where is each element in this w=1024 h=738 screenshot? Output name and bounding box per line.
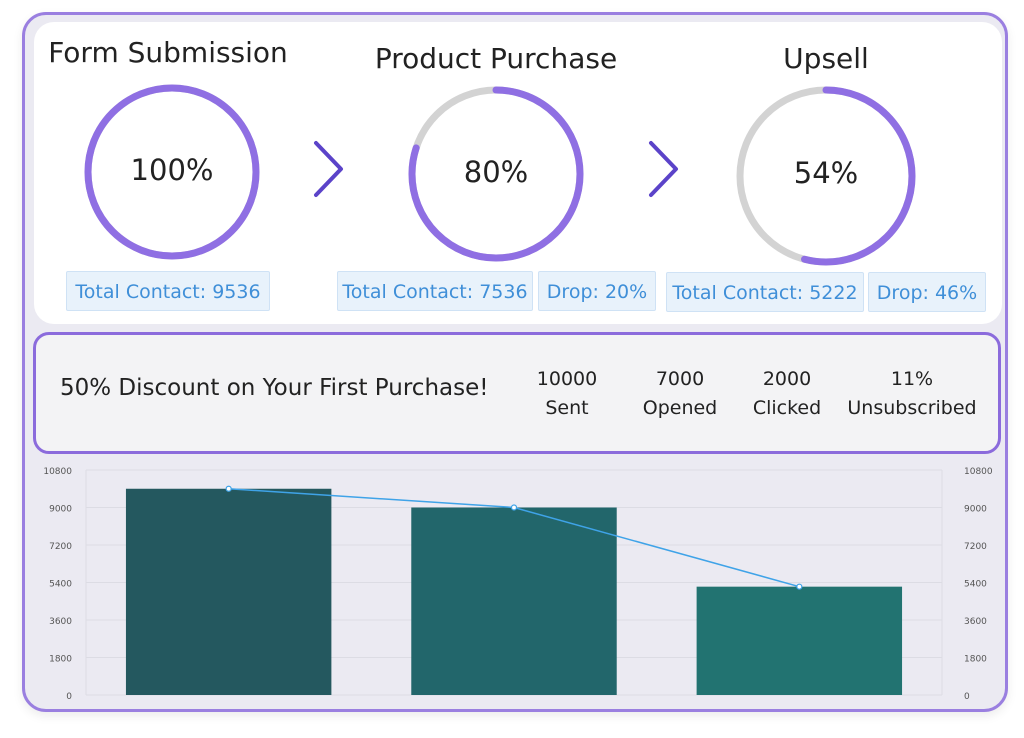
- stage-ring-product-purchase: [408, 86, 584, 262]
- stat-value: 10000: [536, 368, 598, 390]
- total-contact-form-submission: Total Contact: 9536: [66, 271, 270, 311]
- y-tick-label-right: 3600: [964, 617, 987, 627]
- drop-upsell: Drop: 46%: [868, 272, 986, 312]
- stat-clicked: 2000 Clicked: [753, 365, 821, 423]
- campaign-title: 50% Discount on Your First Purchase!: [60, 375, 489, 401]
- bar: [411, 507, 617, 695]
- y-tick-label-right: 10800: [964, 467, 993, 477]
- y-tick-label-right: 1800: [964, 655, 987, 665]
- ring-progress: [408, 86, 584, 262]
- y-tick-label-right: 9000: [964, 505, 987, 515]
- line-point: [225, 485, 232, 492]
- y-tick-label-left: 1800: [49, 655, 72, 665]
- stat-value: 11%: [890, 368, 934, 390]
- stat-sent: 10000 Sent: [537, 365, 597, 423]
- funnel-card: Form Submission 100% Total Contact: 9536…: [34, 22, 1002, 324]
- y-tick-label-left: 9000: [49, 505, 72, 515]
- y-tick-label-right: 7200: [964, 542, 987, 552]
- stage-ring-upsell: [736, 86, 916, 266]
- y-tick-label-right: 0: [964, 692, 970, 702]
- stage-percent-product-purchase: 80%: [463, 155, 529, 189]
- ring-progress: [84, 84, 260, 260]
- chevron-right-icon: [649, 141, 678, 197]
- y-tick-label-right: 5400: [964, 580, 987, 590]
- line-point: [510, 504, 518, 511]
- line-point: [796, 583, 803, 590]
- stat-value: 7000: [655, 368, 705, 390]
- bar: [696, 586, 903, 695]
- y-tick-label-left: 7200: [49, 542, 72, 552]
- stat-label: Clicked: [752, 397, 822, 419]
- total-contact-upsell: Total Contact: 5222: [666, 272, 864, 312]
- stat-value: 2000: [762, 368, 812, 390]
- ring-progress: [736, 86, 916, 266]
- drop-product-purchase: Drop: 20%: [538, 271, 656, 311]
- bar: [125, 488, 332, 695]
- y-tick-label-left: 3600: [49, 617, 72, 627]
- stat-label: Unsubscribed: [847, 397, 977, 419]
- y-tick-label-left: 0: [66, 692, 72, 702]
- y-tick-label-left: 10800: [43, 467, 72, 477]
- stage-percent-upsell: 54%: [793, 156, 859, 190]
- stage-title-upsell: Upsell: [783, 42, 869, 75]
- stage-title-form-submission: Form Submission: [48, 36, 288, 69]
- total-contact-product-purchase: Total Contact: 7536: [337, 271, 533, 311]
- campaign-card: 50% Discount on Your First Purchase! 100…: [33, 332, 1001, 454]
- stat-label: Opened: [642, 397, 718, 419]
- bar-line-chart: 0 0 1800 1800 3600 3600 5400 5400 7200 7200 9000 90…: [43, 467, 993, 702]
- stat-label: Sent: [545, 397, 589, 419]
- stat-opened: 7000 Opened: [643, 365, 718, 423]
- stat-unsubscribed: 11% Unsubscribed: [847, 365, 976, 423]
- y-tick-label-left: 5400: [49, 580, 72, 590]
- stage-percent-form-submission: 100%: [130, 153, 214, 187]
- stage-title-product-purchase: Product Purchase: [374, 42, 618, 75]
- stage-ring-form-submission: [84, 84, 260, 260]
- chevron-right-icon: [314, 141, 343, 197]
